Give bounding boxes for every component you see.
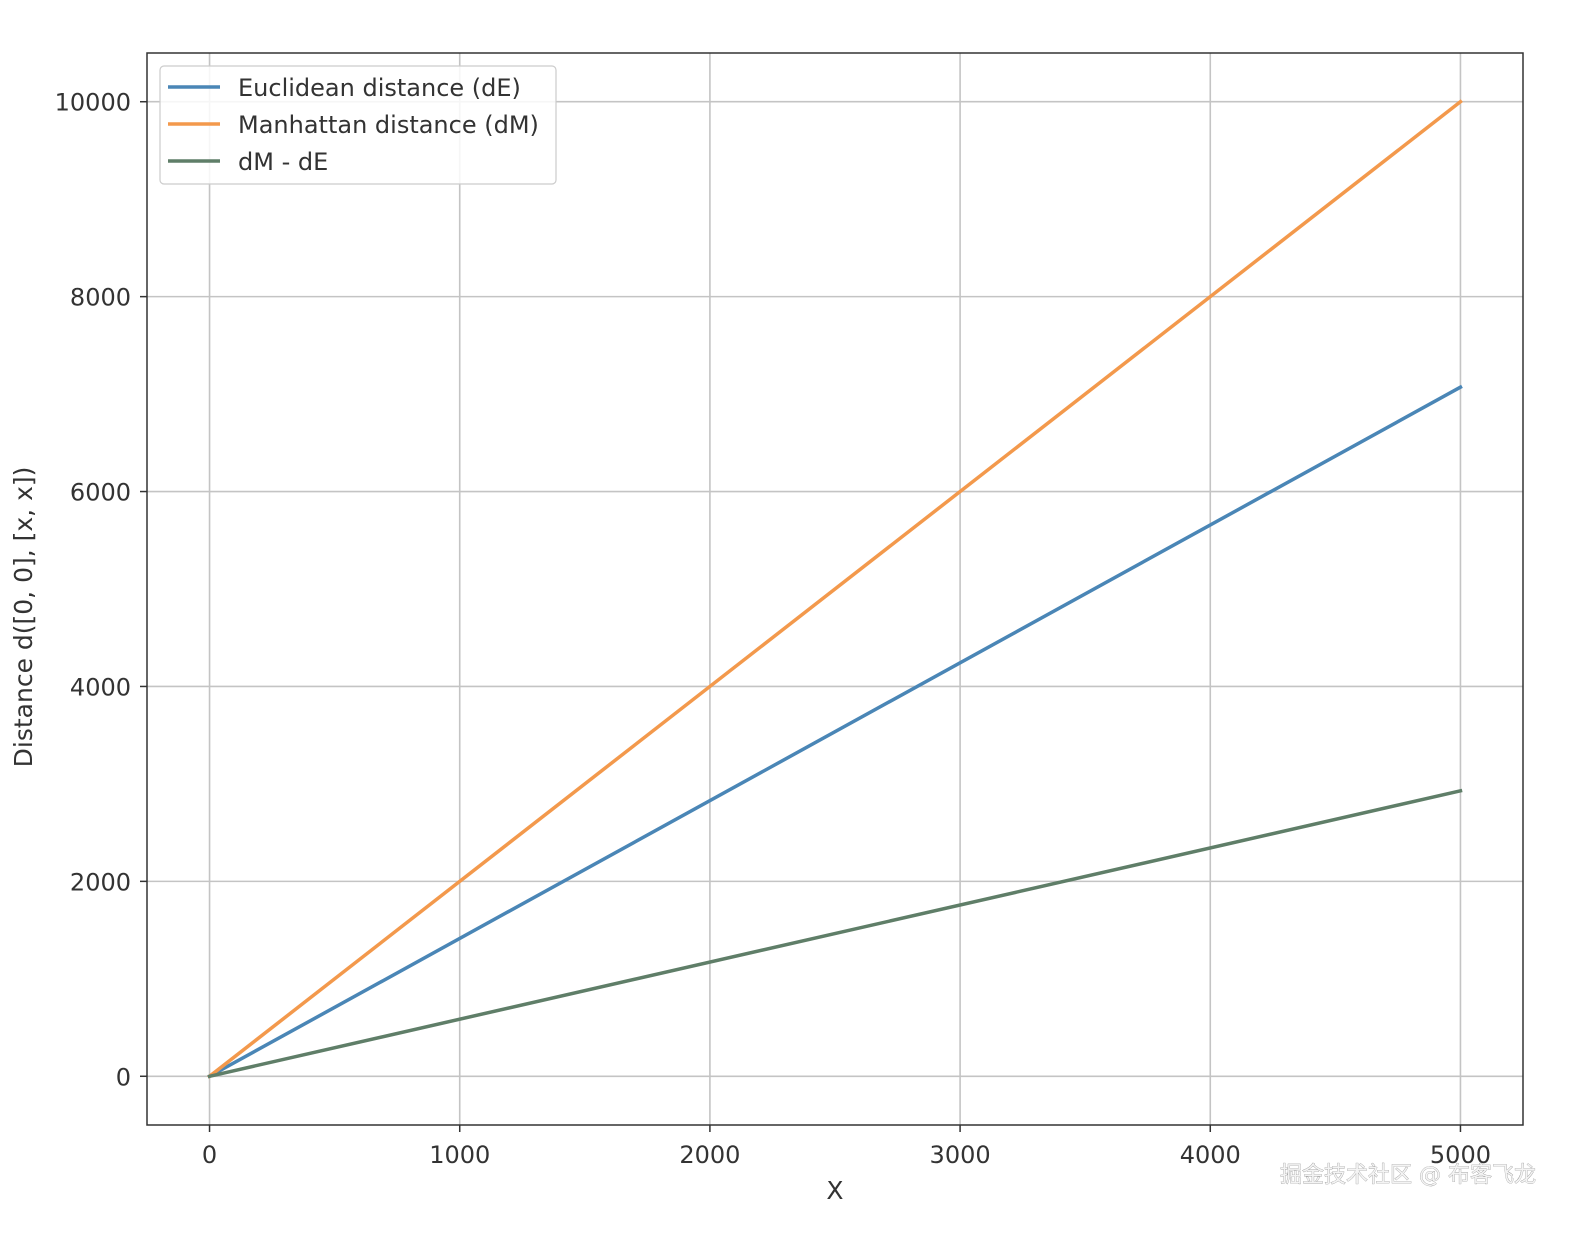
legend-box: [159, 65, 557, 185]
y-tick-label: 8000: [70, 284, 131, 312]
y-tick-label: 10000: [55, 89, 131, 117]
legend: Euclidean distance (dE) Manhattan distanc…: [159, 65, 557, 185]
x-ticks: 0 1000 2000 3000 4000 5000: [202, 1125, 1491, 1169]
x-tick-label: 3000: [930, 1141, 991, 1169]
series-line-1: [207, 384, 1463, 1079]
legend-label-3: dM - dE: [238, 148, 328, 176]
x-tick-label: 1000: [429, 1141, 490, 1169]
series-lines: [207, 99, 1463, 1079]
y-axis-label: Distance d([0, 0], [x, x]): [9, 467, 38, 768]
series-line-3: [207, 788, 1463, 1079]
y-tick-label: 4000: [70, 673, 131, 701]
x-tick-label: 5000: [1430, 1141, 1491, 1169]
watermark-text: 掘金技术社区 @ 布客飞龙: [1280, 1163, 1536, 1188]
x-axis-label: X: [826, 1176, 843, 1205]
legend-label-1: Euclidean distance (dE): [238, 74, 521, 102]
series-line-2: [207, 99, 1463, 1079]
x-tick-label: 4000: [1180, 1141, 1241, 1169]
y-tick-label: 0: [116, 1063, 131, 1091]
x-tick-label: 2000: [679, 1141, 740, 1169]
y-tick-label: 6000: [70, 479, 131, 507]
plot-frame: [146, 52, 1524, 1126]
grid-lines: [147, 53, 1523, 1125]
y-ticks: 0 2000 4000 6000 8000 10000: [55, 89, 147, 1091]
legend-label-2: Manhattan distance (dM): [238, 111, 539, 139]
y-tick-label: 2000: [70, 868, 131, 896]
x-tick-label: 0: [202, 1141, 217, 1169]
